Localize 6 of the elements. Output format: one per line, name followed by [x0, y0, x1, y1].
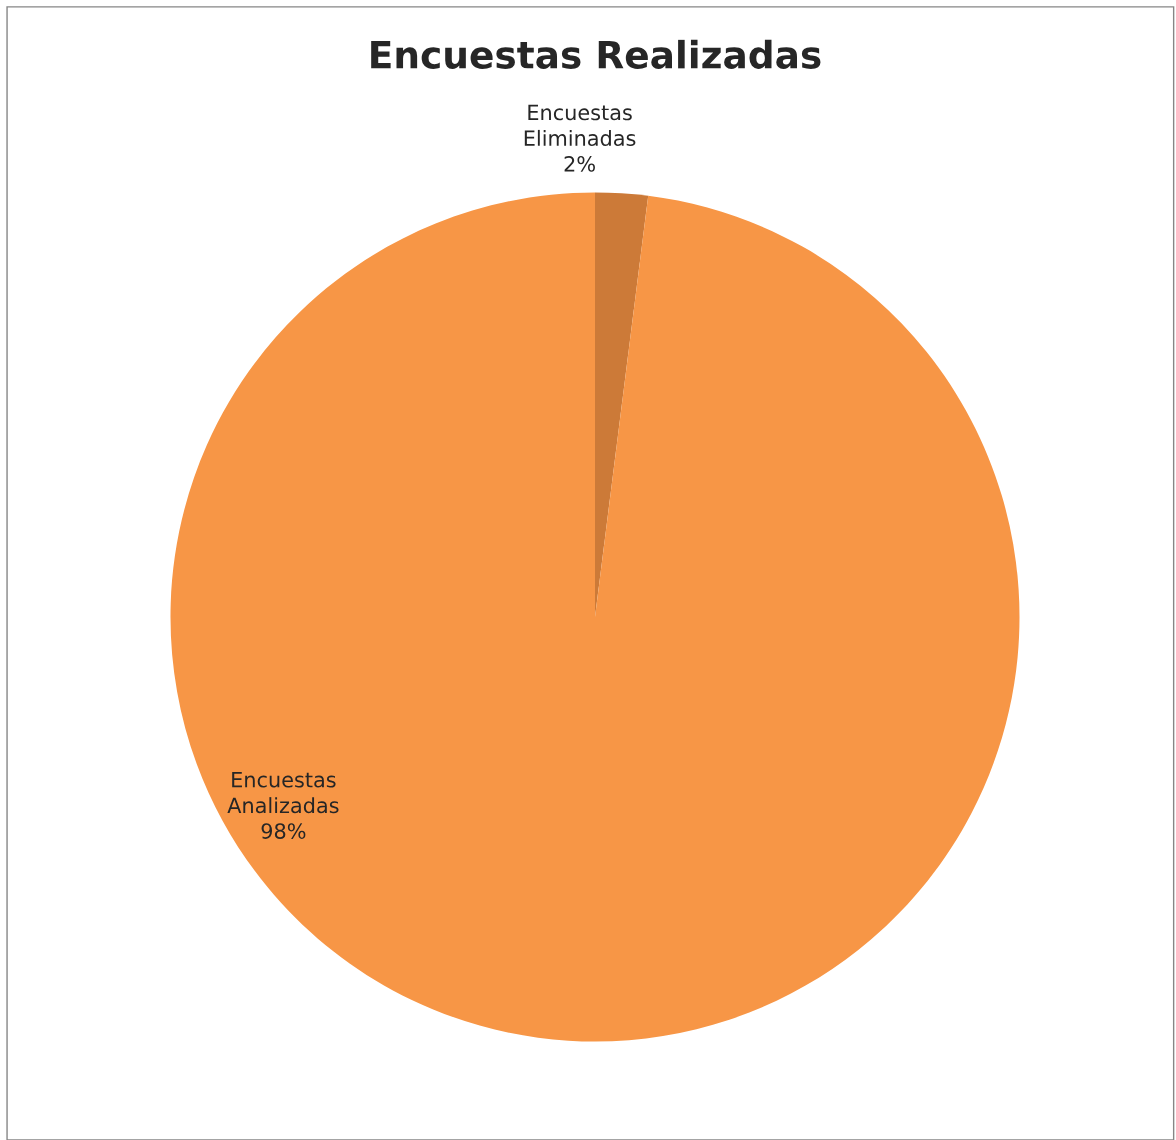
chart-title: Encuestas Realizadas	[371, 39, 821, 69]
pie-slice	[170, 192, 1020, 1042]
slice-label: Encuestas Eliminadas	[524, 104, 636, 147]
data-label: 2%	[564, 155, 595, 172]
slice-label: Encuestas Analizadas	[227, 772, 339, 814]
data-label: 98%	[261, 823, 306, 839]
